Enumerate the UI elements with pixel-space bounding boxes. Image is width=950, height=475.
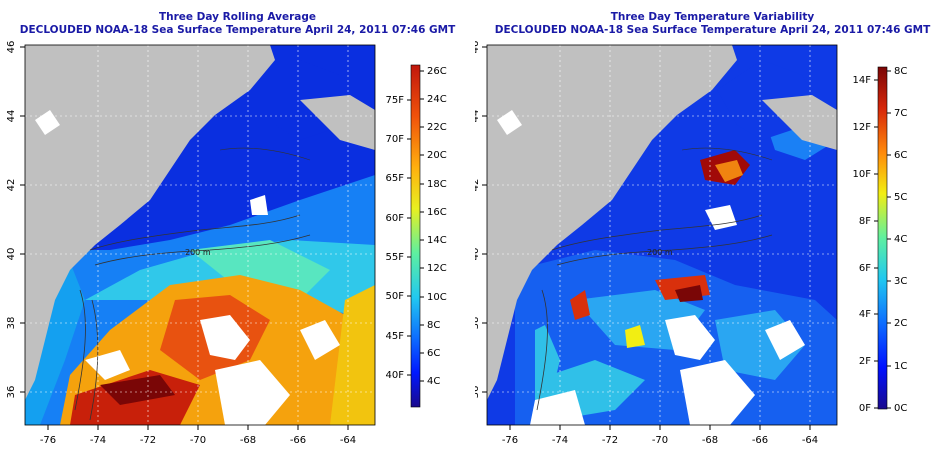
variability-x-tick: -76 bbox=[502, 435, 518, 446]
average-grid bbox=[25, 45, 375, 425]
average-contour-label: 200 m bbox=[185, 248, 211, 257]
variability-map-layer: 200 m bbox=[487, 45, 837, 425]
average-colorbar-label: 26C bbox=[427, 66, 447, 77]
variability-colorbar-celsius: 8C 7C 6C 5C 4C 3C 2C 1C 0C bbox=[887, 66, 907, 414]
average-x-tick: -68 bbox=[240, 435, 256, 446]
variability-colorbar-label: 8F bbox=[859, 216, 871, 227]
average-colorbar-celsius: 26C 24C 22C 20C 18C 16C 14C 12C 10C 8C 6… bbox=[420, 66, 447, 387]
variability-x-tick: -72 bbox=[602, 435, 618, 446]
variability-panel: Three Day Temperature Variability DECLOU… bbox=[475, 0, 950, 475]
average-colorbar-label: 14C bbox=[427, 235, 447, 246]
variability-x-tick: -68 bbox=[702, 435, 718, 446]
average-y-tick: 36 bbox=[6, 386, 17, 399]
average-map-frame bbox=[24, 44, 376, 426]
average-colorbar-label: 6C bbox=[427, 348, 440, 359]
average-colorbar-fahrenheit: 75F 70F 65F 60F 55F 50F 45F 40F bbox=[386, 95, 411, 381]
average-colorbar-label: 20C bbox=[427, 150, 447, 161]
variability-y-tick: 36 bbox=[475, 386, 481, 399]
variability-colorbar-label: 0F bbox=[859, 403, 871, 414]
average-colorbar-label: 70F bbox=[386, 134, 405, 145]
average-y-axis: 36 38 40 42 44 46 bbox=[6, 41, 25, 399]
average-colorbar-label: 45F bbox=[386, 331, 405, 342]
average-colorbar-label: 16C bbox=[427, 207, 447, 218]
variability-x-axis: -76 -74 -72 -70 -68 -66 -64 bbox=[502, 425, 818, 446]
average-colorbar-label: 65F bbox=[386, 173, 405, 184]
variability-colorbar-label: 2C bbox=[894, 318, 907, 329]
average-y-tick: 46 bbox=[6, 41, 17, 54]
average-colorbar-label: 60F bbox=[386, 213, 405, 224]
variability-colorbar-label: 3C bbox=[894, 276, 907, 287]
average-y-tick: 44 bbox=[6, 110, 17, 123]
average-y-tick: 42 bbox=[6, 179, 17, 192]
variability-x-tick: -70 bbox=[652, 435, 668, 446]
average-colorbar-label: 8C bbox=[427, 320, 440, 331]
variability-colorbar-label: 4C bbox=[894, 234, 907, 245]
variability-colorbar-label: 14F bbox=[853, 75, 872, 86]
variability-colorbar-label: 10F bbox=[853, 169, 872, 180]
variability-y-tick: 46 bbox=[475, 41, 481, 54]
variability-y-tick: 44 bbox=[475, 110, 481, 123]
average-x-tick: -74 bbox=[90, 435, 106, 446]
average-colorbar-label: 55F bbox=[386, 252, 405, 263]
average-colorbar-label: 75F bbox=[386, 95, 405, 106]
average-colorbar-label: 40F bbox=[386, 370, 405, 381]
variability-y-tick: 40 bbox=[475, 248, 481, 261]
average-map-svg: 200 m -76 -74 -72 -70 -68 -66 -64 36 38 … bbox=[6, 41, 447, 446]
variability-y-tick: 38 bbox=[475, 317, 481, 330]
variability-title: Three Day Temperature Variability bbox=[610, 11, 815, 23]
average-colorbar-label: 4C bbox=[427, 376, 440, 387]
variability-colorbar-label: 4F bbox=[859, 309, 871, 320]
variability-colorbar-label: 1C bbox=[894, 361, 907, 372]
average-x-tick: -66 bbox=[290, 435, 306, 446]
variability-colorbar bbox=[877, 66, 888, 410]
variability-colorbar-label: 2F bbox=[859, 356, 871, 367]
variability-colorbar-fahrenheit: 14F 12F 10F 8F 6F 4F 2F 0F bbox=[853, 75, 878, 414]
variability-x-tick: -74 bbox=[552, 435, 568, 446]
average-colorbar-label: 22C bbox=[427, 122, 447, 133]
average-x-tick: -64 bbox=[340, 435, 356, 446]
variability-grid bbox=[487, 45, 837, 425]
variability-colorbar-label: 5C bbox=[894, 192, 907, 203]
variability-subtitle: DECLOUDED NOAA-18 Sea Surface Temperatur… bbox=[494, 24, 931, 36]
average-y-tick: 38 bbox=[6, 317, 17, 330]
variability-colorbar-label: 8C bbox=[894, 66, 907, 77]
average-colorbar-label: 12C bbox=[427, 263, 447, 274]
average-y-tick: 40 bbox=[6, 248, 17, 261]
variability-colorbar-label: 6F bbox=[859, 263, 871, 274]
variability-colorbar-label: 6C bbox=[894, 150, 907, 161]
average-x-axis: -76 -74 -72 -70 -68 -66 -64 bbox=[40, 425, 356, 446]
average-subtitle: DECLOUDED NOAA-18 Sea Surface Temperatur… bbox=[19, 24, 456, 36]
variability-map-frame bbox=[486, 44, 838, 426]
average-colorbar-label: 18C bbox=[427, 179, 447, 190]
average-colorbar-label: 24C bbox=[427, 94, 447, 105]
average-map-layer: 200 m bbox=[25, 45, 375, 425]
variability-colorbar-label: 7C bbox=[894, 108, 907, 119]
variability-y-tick: 42 bbox=[475, 179, 481, 192]
variability-map-svg: 200 m -76 -74 -72 -70 -68 -66 -64 36 38 … bbox=[475, 41, 907, 446]
average-panel: Three Day Rolling Average DECLOUDED NOAA… bbox=[6, 11, 456, 446]
average-x-tick: -76 bbox=[40, 435, 56, 446]
average-colorbar-label: 50F bbox=[386, 291, 405, 302]
variability-colorbar-label: 0C bbox=[894, 403, 907, 414]
average-x-tick: -72 bbox=[140, 435, 156, 446]
variability-colorbar-label: 12F bbox=[853, 122, 872, 133]
variability-y-axis: 36 38 40 42 44 46 bbox=[475, 41, 487, 399]
average-x-tick: -70 bbox=[190, 435, 206, 446]
average-title: Three Day Rolling Average bbox=[158, 11, 317, 23]
variability-x-tick: -66 bbox=[752, 435, 768, 446]
average-colorbar bbox=[410, 64, 421, 408]
average-colorbar-label: 10C bbox=[427, 292, 447, 303]
variability-contour-label: 200 m bbox=[647, 248, 673, 257]
variability-x-tick: -64 bbox=[802, 435, 818, 446]
